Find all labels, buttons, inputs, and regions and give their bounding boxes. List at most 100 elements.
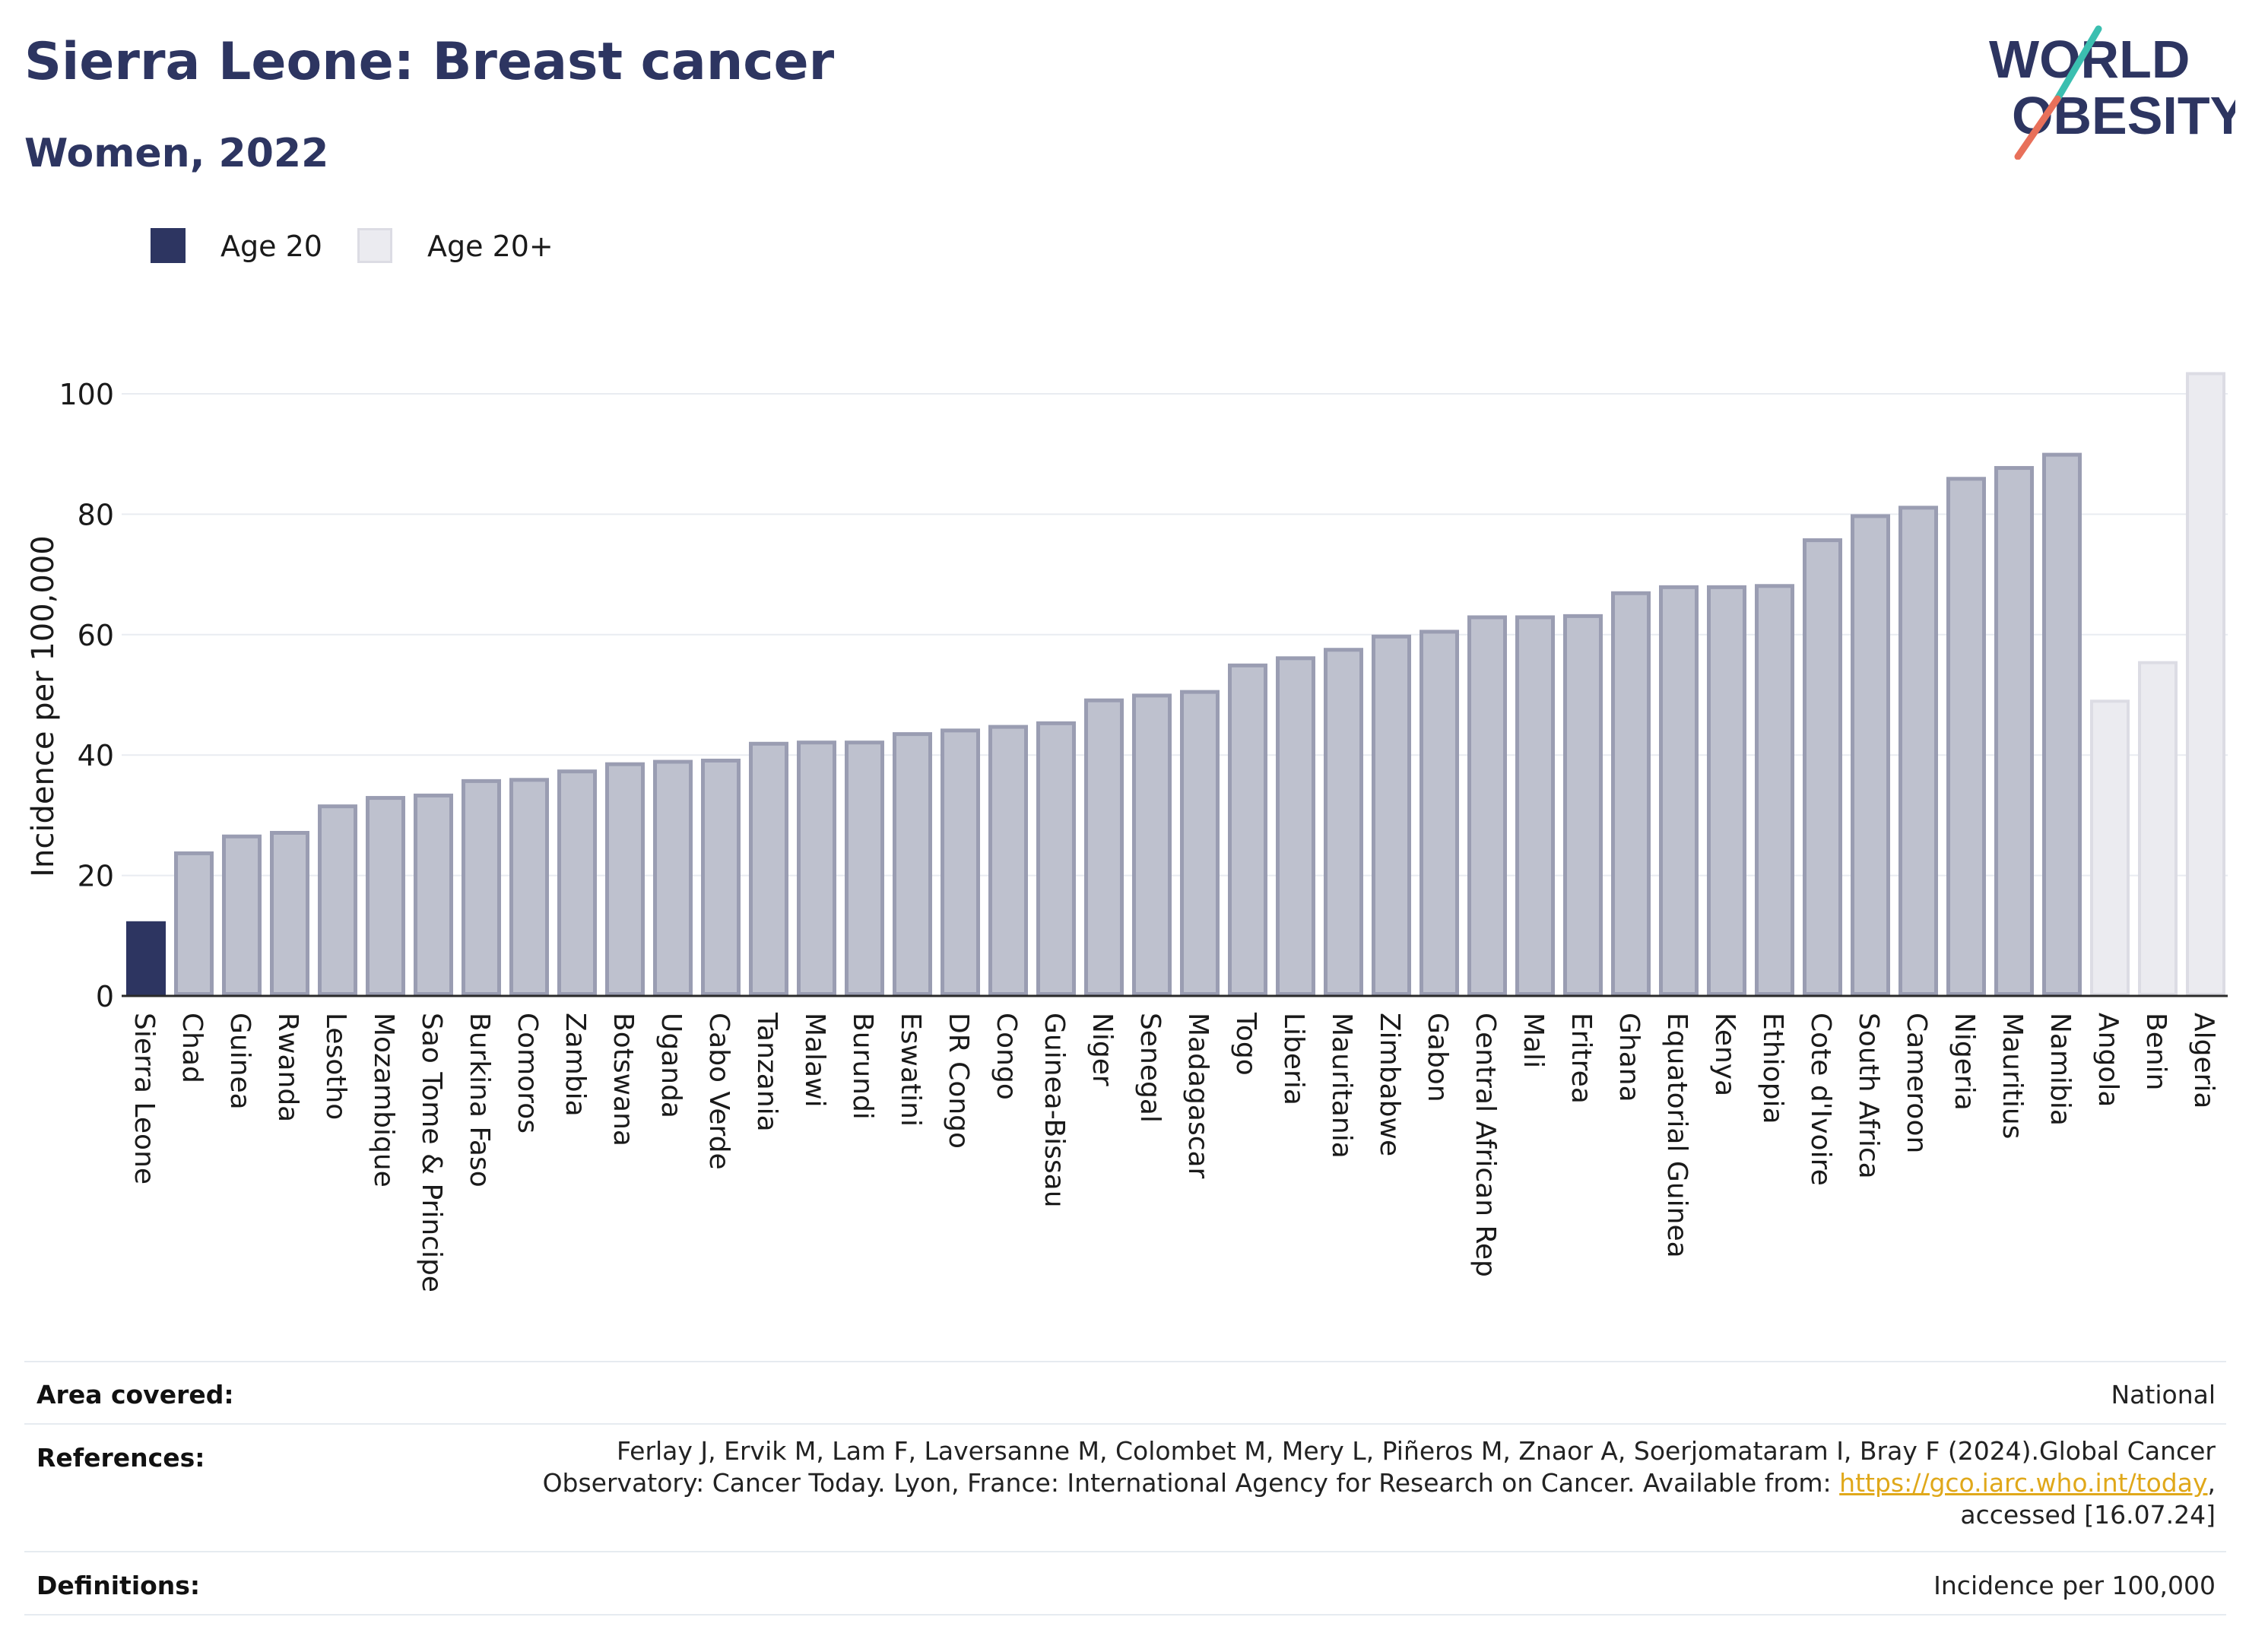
bar (270, 830, 309, 996)
x-tick-label: Mauritius (1997, 1013, 2028, 1139)
x-tick-label: Lesotho (320, 1013, 351, 1120)
y-tick-label: 100 (59, 378, 114, 411)
x-tick-label: Cote d'Ivoire (1805, 1013, 1836, 1186)
bar (462, 778, 501, 996)
x-tick-label: Burundi (847, 1013, 878, 1120)
bar (1803, 538, 1842, 996)
x-tick-label: Senegal (1134, 1013, 1166, 1123)
x-tick-label: Gabon (1422, 1013, 1453, 1102)
y-axis-label: Incidence per 100,000 (26, 535, 61, 877)
bar (2090, 699, 2130, 996)
references-label: References: (36, 1443, 205, 1473)
bar (941, 728, 980, 996)
bar (1084, 698, 1124, 996)
bar (1180, 690, 1220, 996)
x-tick-label: Eritrea (1565, 1013, 1597, 1104)
bar (1324, 648, 1363, 996)
x-tick-label: Equatorial Guinea (1661, 1013, 1692, 1258)
bar (797, 740, 836, 997)
bar (2138, 661, 2178, 996)
legend-swatch-age20plus (357, 228, 392, 263)
x-tick-label: Burkina Faso (464, 1013, 495, 1187)
bar (893, 732, 932, 996)
references-line2-end: , (2207, 1468, 2216, 1498)
bar (366, 796, 405, 997)
bar (1132, 693, 1172, 996)
bar (1611, 591, 1651, 996)
bar (1898, 506, 1938, 996)
x-tick-label: Zambia (560, 1013, 591, 1117)
logo-slash-teal (2054, 25, 2102, 103)
x-tick-label: Mozambique (368, 1013, 399, 1187)
x-tick-label: Rwanda (272, 1013, 303, 1122)
x-tick-label: Cabo Verde (703, 1013, 734, 1170)
bar (1563, 614, 1603, 996)
bar (605, 762, 645, 996)
bar (2186, 372, 2225, 997)
y-tick-label: 40 (78, 739, 114, 772)
bar (1707, 585, 1746, 996)
x-tick-label: Congo (991, 1013, 1022, 1100)
references-line2-text: Observatory: Cancer Today. Lyon, France:… (542, 1468, 1840, 1498)
meta-divider-top (24, 1361, 2226, 1362)
bar (701, 758, 741, 997)
x-tick-label: Ethiopia (1757, 1013, 1788, 1124)
x-tick-label: Madagascar (1182, 1013, 1213, 1179)
legend-label-age20plus: Age 20+ (427, 230, 554, 263)
x-tick-label: Sao Tome & Principe (416, 1013, 447, 1292)
x-tick-label: South Africa (1853, 1013, 1884, 1179)
x-tick-label: Chad (176, 1013, 208, 1083)
x-tick-label: Angola (2092, 1013, 2124, 1107)
bar (1851, 514, 1890, 996)
bar (1755, 584, 1794, 997)
bar (1467, 615, 1507, 996)
x-tick-label: DR Congo (943, 1013, 974, 1149)
meta-divider-area (24, 1423, 2226, 1425)
x-tick-label: Niger (1086, 1013, 1118, 1086)
legend-swatch-age20 (151, 228, 186, 263)
bar (1515, 615, 1555, 996)
bar (414, 793, 453, 996)
meta-divider-bottom (24, 1614, 2226, 1616)
chart-subtitle: Women, 2022 (24, 131, 329, 176)
references-link[interactable]: https://gco.iarc.who.int/today (1839, 1468, 2208, 1498)
legend-label-age20: Age 20 (220, 230, 322, 263)
x-tick-label: Botswana (607, 1013, 639, 1146)
definitions-label: Definitions: (36, 1571, 201, 1600)
bar (1036, 721, 1076, 997)
logo-slash-coral (2014, 95, 2061, 160)
x-tick-label: Mauritania (1326, 1013, 1357, 1159)
references-line1: Ferlay J, Ervik M, Lam F, Laversanne M, … (616, 1436, 2216, 1466)
x-tick-label: Togo (1230, 1012, 1261, 1076)
bar (1659, 585, 1699, 996)
bar (2042, 452, 2082, 996)
area-covered-label: Area covered: (36, 1380, 234, 1409)
bar (1994, 466, 2034, 997)
x-tick-label: Zimbabwe (1374, 1013, 1405, 1156)
x-tick-label: Eswatini (895, 1013, 926, 1127)
bar (222, 834, 262, 997)
bar (653, 759, 693, 996)
references-line2: Observatory: Cancer Today. Lyon, France:… (543, 1467, 2216, 1499)
bar (1372, 634, 1411, 996)
bar (174, 851, 214, 996)
x-tick-label: Ghana (1613, 1013, 1645, 1102)
references-text: Ferlay J, Ervik M, Lam F, Laversanne M, … (543, 1435, 2216, 1531)
x-tick-label: Sierra Leone (128, 1013, 160, 1184)
x-tick-label: Kenya (1709, 1013, 1740, 1096)
bar (988, 725, 1028, 996)
x-tick-label: Mali (1518, 1013, 1549, 1068)
bar (749, 741, 788, 996)
x-tick-label: Tanzania (751, 1012, 782, 1132)
bar (1228, 663, 1267, 996)
chart-title: Sierra Leone: Breast cancer (24, 32, 835, 92)
bar (557, 769, 597, 996)
x-tick-label: Uganda (655, 1013, 687, 1118)
bar (318, 804, 357, 996)
bar (1946, 477, 1986, 996)
x-tick-label: Malawi (799, 1013, 830, 1108)
x-tick-label: Benin (2140, 1013, 2171, 1090)
bar (126, 921, 166, 996)
x-tick-label: Namibia (2044, 1013, 2076, 1126)
x-tick-label: Guinea (224, 1013, 255, 1110)
